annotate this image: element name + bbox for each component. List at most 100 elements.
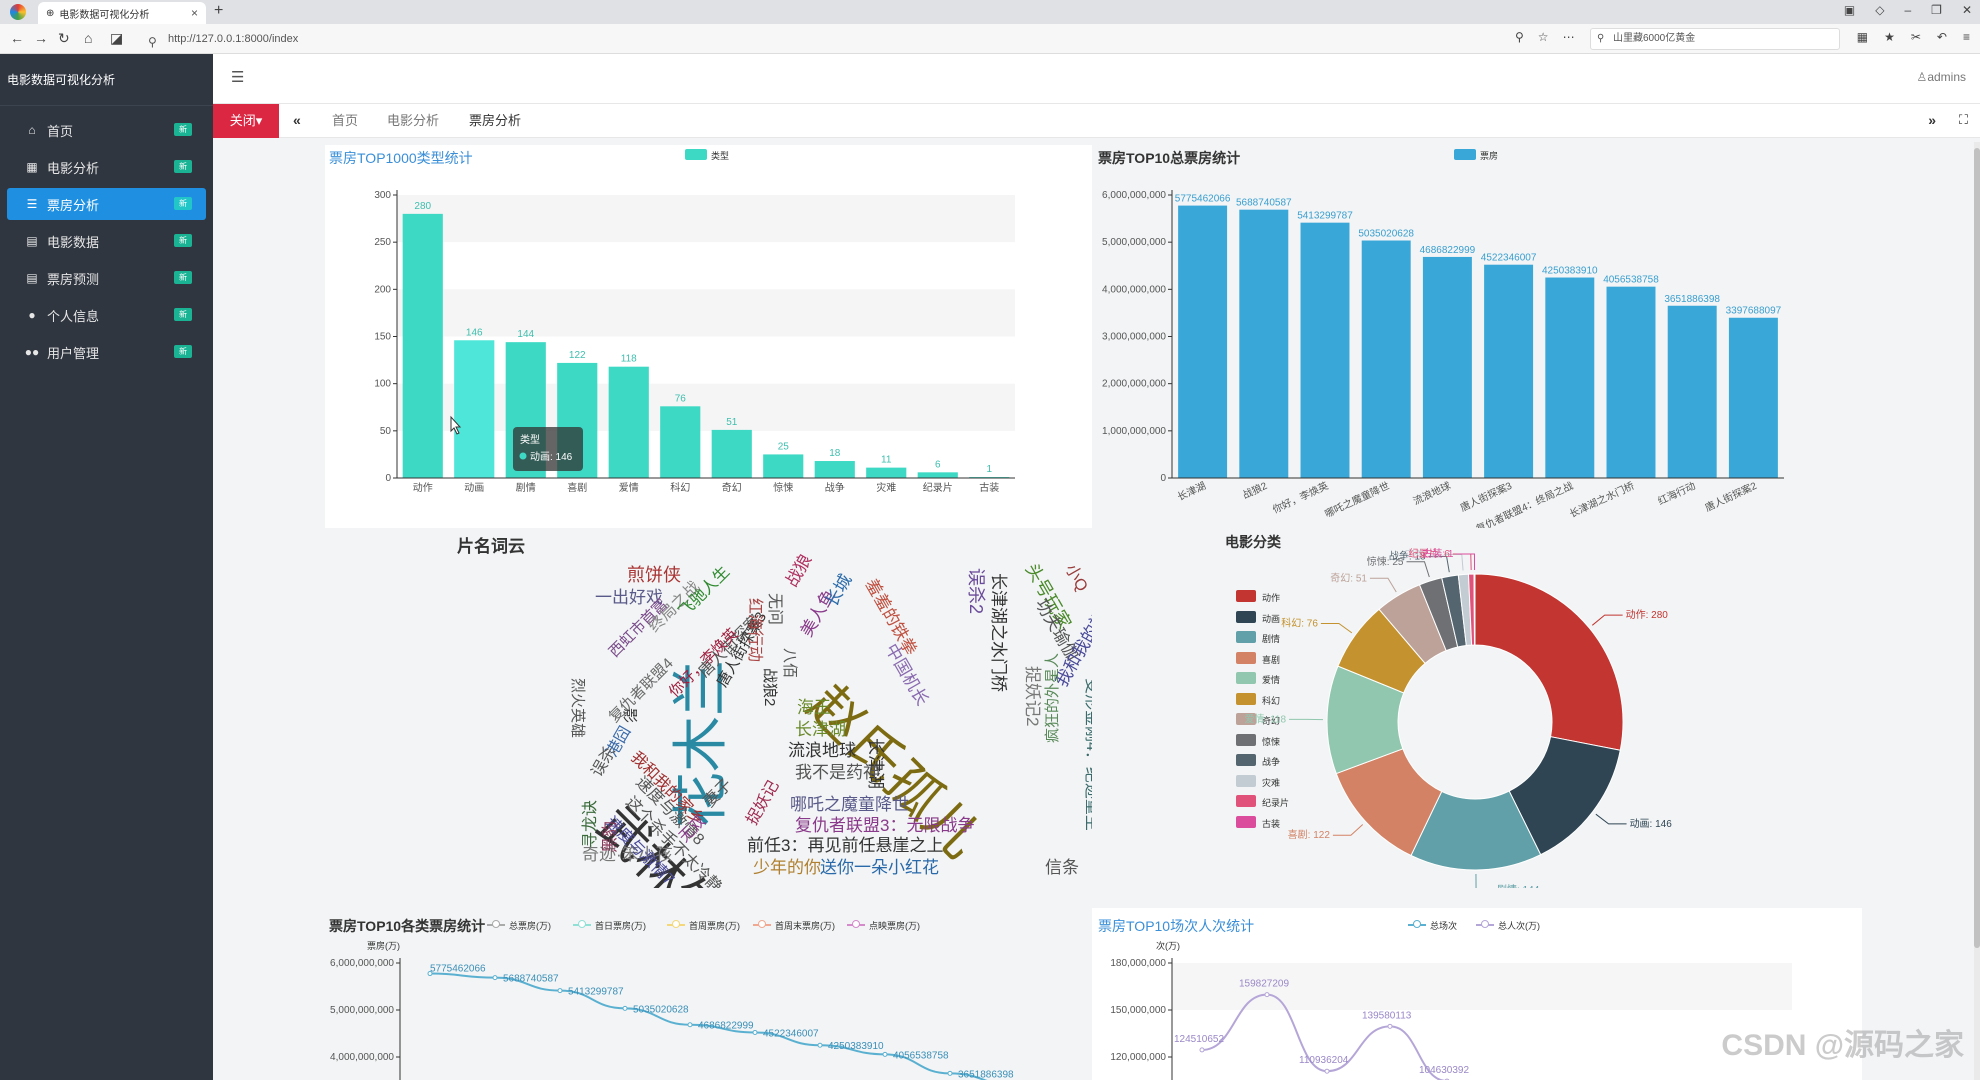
- apps-grid-icon[interactable]: ▦: [1856, 30, 1869, 44]
- legend-swatch[interactable]: [1236, 631, 1256, 643]
- bar-灾难[interactable]: [866, 467, 907, 478]
- genre-legend-swatch[interactable]: [685, 149, 707, 160]
- close-tabs-button[interactable]: 关闭▾: [213, 104, 279, 138]
- legend-label[interactable]: 总票房(万): [509, 921, 551, 931]
- favorites-icon[interactable]: ★: [1884, 30, 1895, 44]
- legend-swatch[interactable]: [1236, 672, 1256, 684]
- legend-label[interactable]: 点映票房(万): [869, 921, 920, 931]
- legend-label[interactable]: 爱情: [1262, 675, 1281, 685]
- line-point[interactable]: [557, 988, 563, 994]
- legend-swatch[interactable]: [1236, 815, 1256, 828]
- url-field[interactable]: ⚲ http://127.0.0.1:8000/index: [140, 29, 1540, 49]
- user-menu[interactable]: ♙admins: [1917, 70, 1966, 84]
- legend-label[interactable]: 惊悚: [1262, 736, 1281, 747]
- tab-home[interactable]: 首页: [332, 113, 359, 128]
- legend-label[interactable]: 总人次(万): [1498, 921, 1540, 931]
- line-point[interactable]: [1199, 1047, 1205, 1053]
- legend-label[interactable]: 纪录片: [1262, 798, 1290, 808]
- page-scrollbar-thumb[interactable]: [1974, 148, 1980, 948]
- legend-label[interactable]: 总场次: [1430, 921, 1458, 931]
- line-point[interactable]: [752, 1029, 758, 1035]
- scroll-tabs-left-icon[interactable]: «: [293, 112, 301, 128]
- fullscreen-icon[interactable]: ⛶: [1958, 112, 1968, 127]
- hamburger-menu-icon[interactable]: ☰: [231, 69, 245, 86]
- line-point[interactable]: [687, 1022, 693, 1028]
- sidebar-item-home[interactable]: ⌂ 首页 新: [7, 114, 206, 146]
- reload-icon[interactable]: ↻: [58, 30, 70, 46]
- line-point[interactable]: [622, 1005, 628, 1011]
- sidebar-item-movie-data[interactable]: ▤ 电影数据 新: [7, 225, 206, 257]
- line-point[interactable]: [882, 1051, 888, 1057]
- bar-红海行动[interactable]: [1667, 305, 1717, 478]
- legend-label[interactable]: 剧情: [1262, 634, 1281, 644]
- bar-唐人街探案2[interactable]: [1728, 317, 1778, 478]
- bar-科幻[interactable]: [660, 406, 701, 478]
- restore-button[interactable]: ❐: [1931, 3, 1942, 17]
- legend-swatch[interactable]: [1236, 795, 1256, 807]
- bar-纪录片[interactable]: [917, 472, 958, 478]
- sidebar-item-boxoffice-analysis[interactable]: ☰ 票房分析 新: [7, 188, 206, 220]
- bar-哪吒之魔童降世[interactable]: [1361, 240, 1411, 478]
- sidebar-item-boxoffice-forecast[interactable]: ▤ 票房预测 新: [7, 262, 206, 294]
- sidebar-item-movie-analysis[interactable]: ▦ 电影分析 新: [7, 151, 206, 183]
- legend-label[interactable]: 首日票房(万): [595, 921, 646, 931]
- line-point[interactable]: [492, 975, 498, 981]
- line-point[interactable]: [1387, 1023, 1393, 1029]
- extension-icon[interactable]: ◪: [110, 30, 124, 46]
- line-point[interactable]: [947, 1070, 953, 1076]
- bar-复仇者联盟4：终局之战[interactable]: [1545, 277, 1595, 478]
- window-pin-icon[interactable]: ◇: [1875, 3, 1885, 17]
- legend-label[interactable]: 灾难: [1262, 777, 1281, 788]
- legend-label[interactable]: 科幻: [1262, 695, 1281, 706]
- legend-swatch[interactable]: [1236, 713, 1256, 725]
- back-arrow-icon[interactable]: ←: [10, 30, 24, 46]
- home-page-icon[interactable]: ⌂: [84, 30, 93, 46]
- legend-swatch[interactable]: [1236, 774, 1256, 787]
- line-point[interactable]: [1324, 1068, 1330, 1074]
- legend-swatch[interactable]: [1236, 733, 1256, 746]
- close-window-button[interactable]: ✕: [1961, 3, 1972, 17]
- bar-你好，李焕英[interactable]: [1300, 222, 1350, 478]
- bar-动作[interactable]: [402, 213, 443, 478]
- bar-爱情[interactable]: [608, 366, 649, 478]
- tab-movie-analysis[interactable]: 电影分析: [387, 113, 440, 128]
- line-point[interactable]: [427, 971, 433, 977]
- bar-动画[interactable]: [454, 340, 495, 478]
- bar-奇幻[interactable]: [711, 429, 752, 478]
- tab-boxoffice-analysis[interactable]: 票房分析: [469, 113, 522, 128]
- legend-swatch[interactable]: [1236, 754, 1256, 766]
- sidebar-item-profile[interactable]: ● 个人信息 新: [7, 299, 206, 331]
- browser-search-field[interactable]: ⚲ 山里藏6000亿黄金: [1590, 28, 1840, 50]
- slice-古装[interactable]: [1473, 573, 1476, 646]
- line-point[interactable]: [1264, 992, 1270, 998]
- boxoffice-legend-swatch[interactable]: [1454, 149, 1476, 160]
- legend-swatch[interactable]: [1236, 651, 1256, 664]
- legend-label[interactable]: 动作: [1262, 593, 1281, 603]
- bar-长津湖[interactable]: [1178, 205, 1228, 478]
- window-menu-icon[interactable]: ▣: [1843, 3, 1856, 17]
- legend-swatch[interactable]: [1236, 610, 1256, 623]
- menu-icon[interactable]: ≡: [1962, 30, 1970, 44]
- minimize-button[interactable]: –: [1904, 3, 1912, 17]
- bar-唐人街探案3[interactable]: [1484, 264, 1534, 478]
- legend-label[interactable]: 奇幻: [1262, 716, 1281, 726]
- line-point[interactable]: [817, 1042, 823, 1048]
- bar-惊悚[interactable]: [763, 454, 804, 478]
- legend-label[interactable]: 动画: [1262, 613, 1281, 624]
- scissors-icon[interactable]: ✂: [1910, 30, 1921, 44]
- bar-长津湖之水门桥[interactable]: [1606, 286, 1656, 478]
- zoom-icon[interactable]: ⚲: [1515, 30, 1524, 44]
- sidebar-item-user-management[interactable]: ●● 用户管理 新: [7, 336, 206, 368]
- legend-label[interactable]: 首周票房(万): [689, 921, 740, 931]
- more-dots-icon[interactable]: ⋯: [1562, 30, 1575, 44]
- legend-swatch[interactable]: [1236, 590, 1256, 602]
- legend-label[interactable]: 战争: [1262, 757, 1281, 767]
- scroll-tabs-right-icon[interactable]: »: [1928, 112, 1936, 128]
- browser-tab[interactable]: ⊕ 电影数据可视化分析 ×: [38, 2, 206, 24]
- slice-动作[interactable]: [1474, 573, 1624, 751]
- bar-流浪地球[interactable]: [1422, 256, 1472, 478]
- legend-label[interactable]: 首周末票房(万): [775, 921, 835, 931]
- bar-战争[interactable]: [814, 461, 855, 478]
- legend-swatch[interactable]: [1236, 692, 1256, 705]
- new-tab-button[interactable]: +: [214, 2, 224, 19]
